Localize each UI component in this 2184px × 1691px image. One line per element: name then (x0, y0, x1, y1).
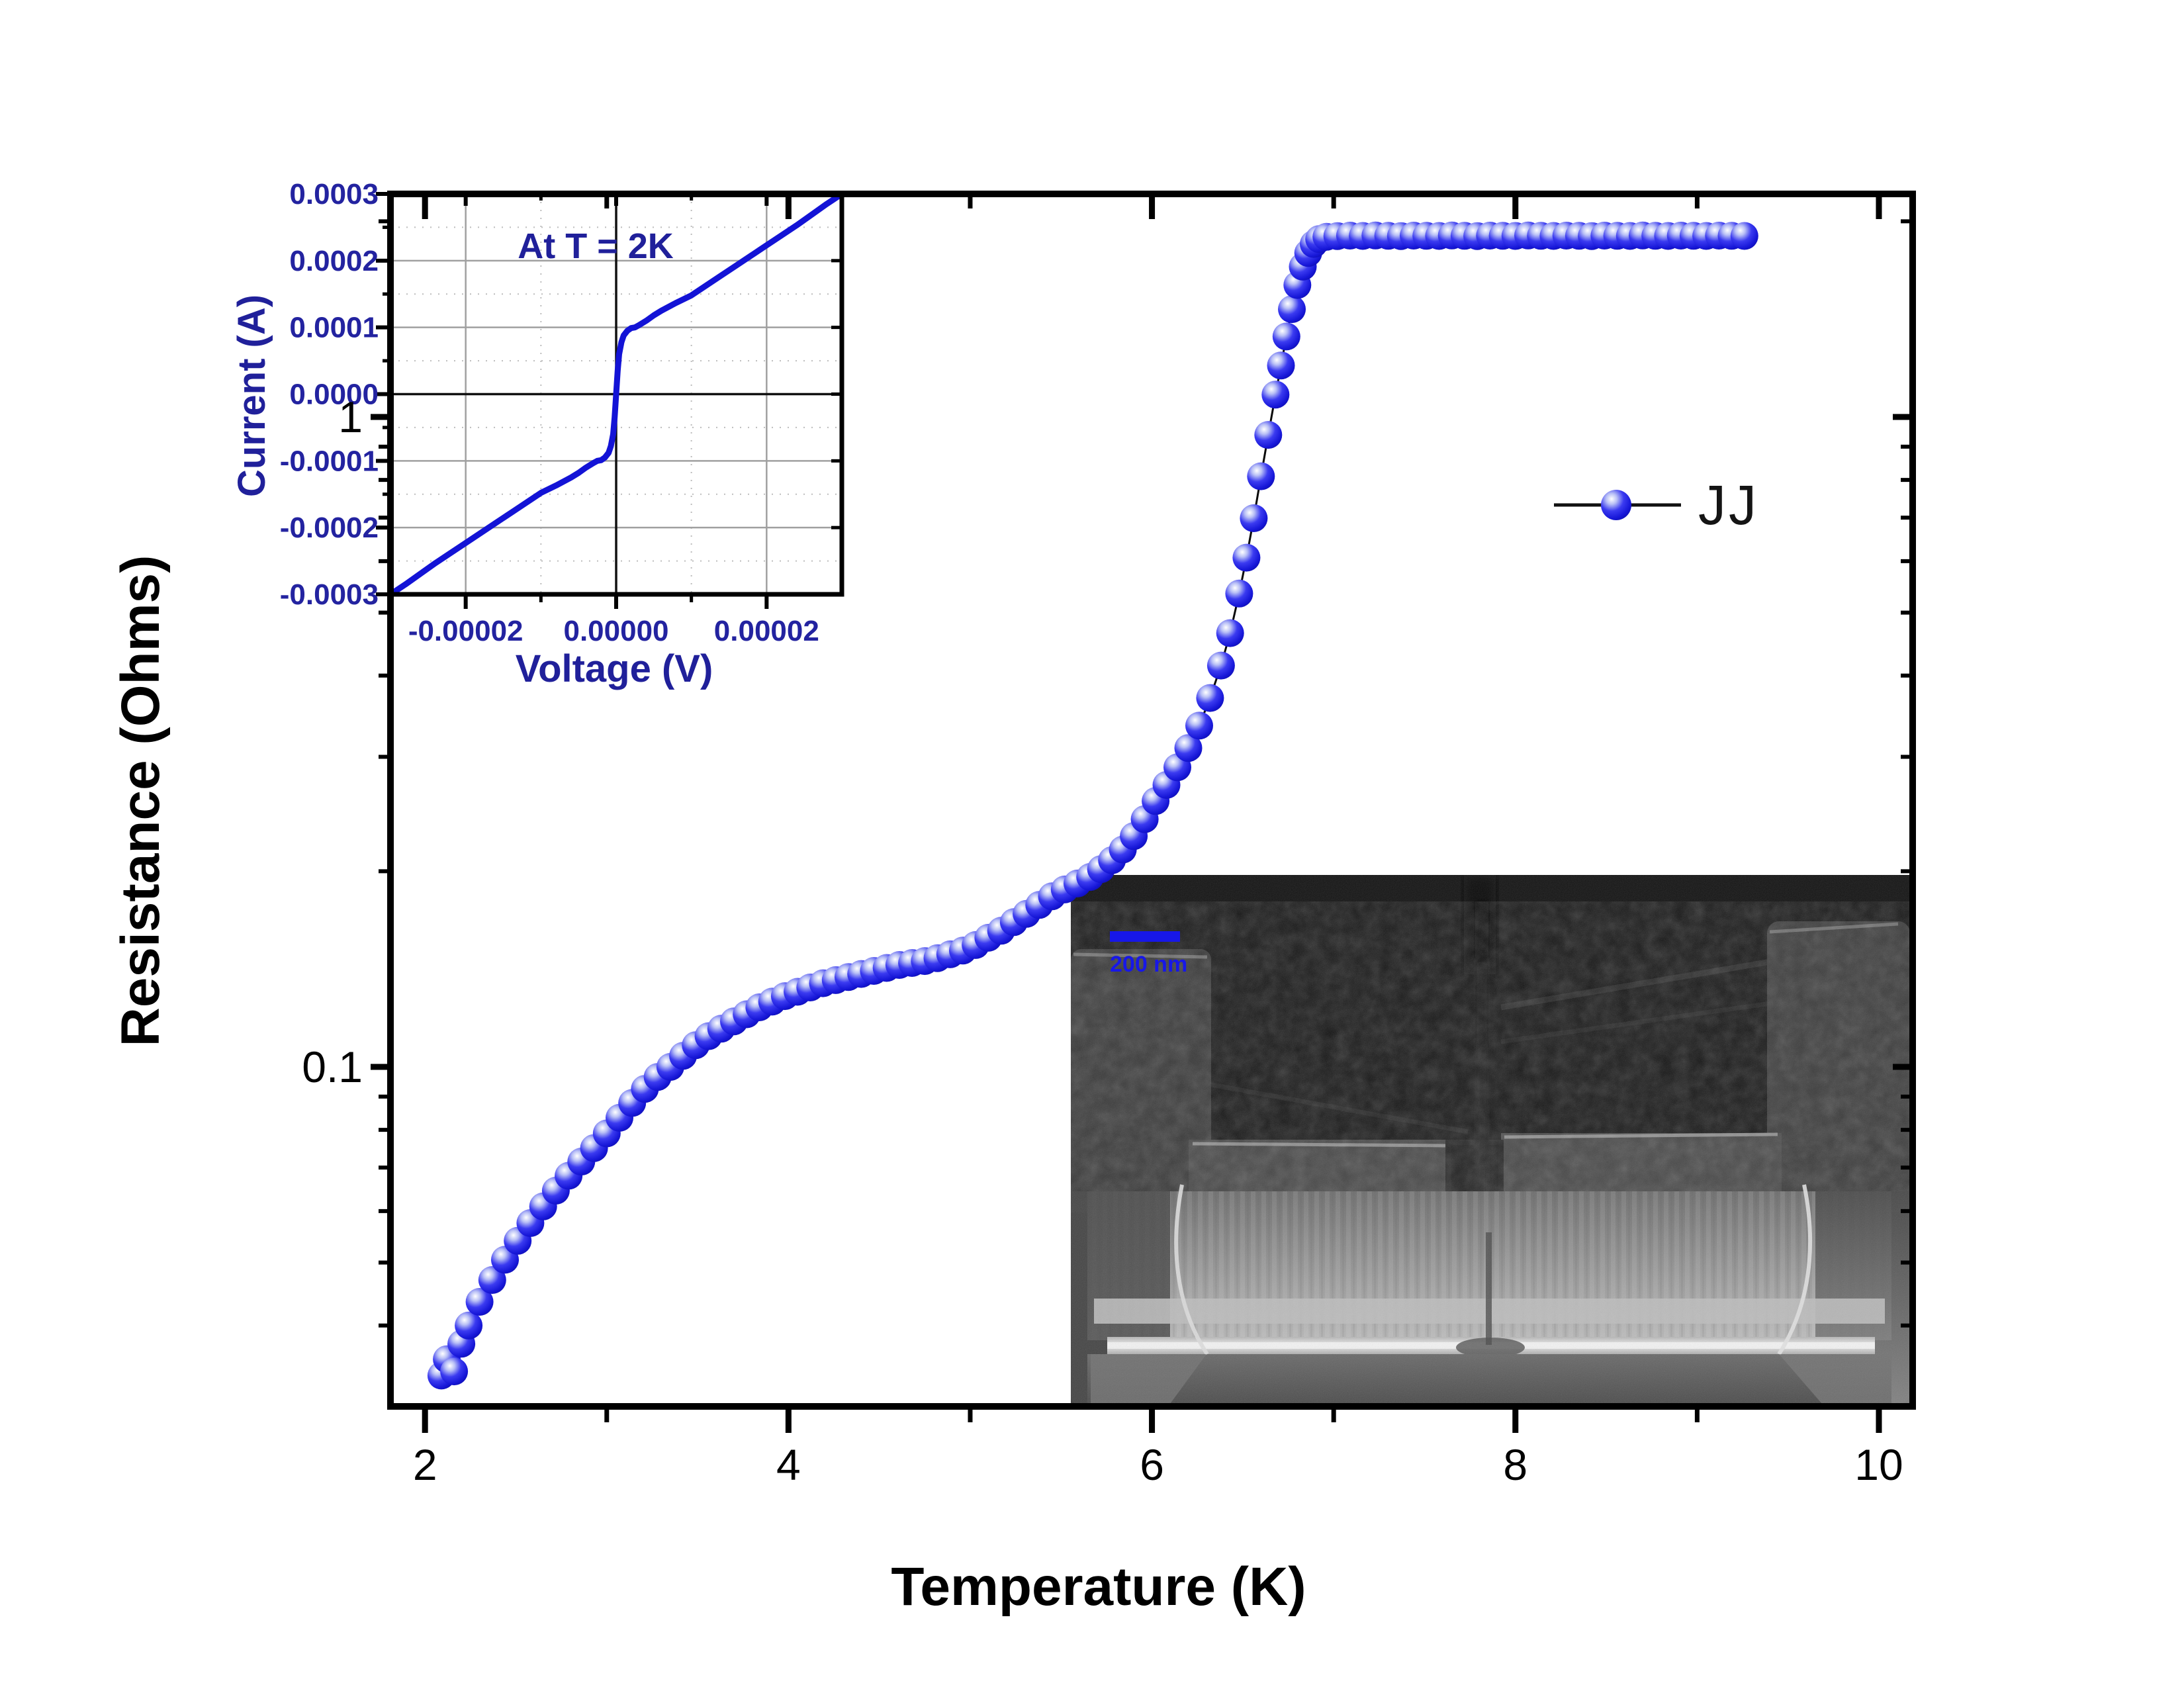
x-tick-label: 10 (1854, 1440, 1903, 1489)
inset-annotation: At T = 2K (518, 226, 674, 266)
data-point-sphere (1240, 504, 1268, 532)
main-axis-ticks (371, 194, 1913, 1433)
inset-y-tick-label: -0.0003 (280, 578, 379, 611)
x-tick-label: 4 (776, 1440, 801, 1489)
inset-y-tick-label: 0.0000 (289, 379, 379, 411)
x-tick-label: 2 (413, 1440, 437, 1489)
data-point-sphere (478, 1266, 506, 1294)
inset-y-axis-title: Current (A) (230, 295, 273, 497)
legend-label: JJ (1698, 474, 1759, 536)
iv-curve (390, 194, 842, 594)
inset-y-tick-label: 0.0002 (289, 245, 379, 277)
inset-x-tick-label: 0.00000 (563, 615, 668, 647)
inset-y-tick-label: 0.0003 (289, 178, 379, 210)
inset-y-tick-label: -0.0002 (280, 512, 379, 544)
x-tick-label: 6 (1140, 1440, 1164, 1489)
inset-y-tick-label: 0.0001 (289, 312, 379, 344)
inset-y-tick-label: -0.0001 (280, 445, 379, 477)
data-point-sphere (1278, 295, 1306, 324)
data-point-sphere (1174, 734, 1203, 762)
sem-scale-bar (1110, 931, 1180, 942)
data-point-sphere (440, 1357, 469, 1386)
data-point-sphere (1247, 462, 1275, 490)
data-point-sphere (1261, 381, 1290, 409)
data-point-sphere (455, 1311, 483, 1340)
data-point-sphere (1216, 619, 1244, 647)
inset-ticks (376, 192, 842, 609)
sem-scale-bar-label: 200 nm (1110, 952, 1187, 977)
x-tick-label: 8 (1503, 1440, 1527, 1489)
data-point-sphere (1196, 684, 1224, 712)
data-point-sphere (1254, 421, 1283, 449)
legend: JJ (1554, 474, 1759, 536)
y-tick-label: 0.1 (302, 1042, 363, 1091)
inset-x-tick-label: 0.00002 (714, 615, 819, 647)
legend-sphere-marker (1601, 490, 1631, 520)
sem-micrograph-inset: 200 nm (1071, 875, 1910, 1404)
data-point-sphere (465, 1288, 494, 1316)
inset-iv-plot: 0.0003 0.0002 0.0001 0.0000 -0.0001 -0.0002 -0… (230, 178, 844, 690)
data-point-sphere (1225, 579, 1253, 608)
data-point-sphere (1272, 322, 1300, 351)
data-point-sphere (1730, 222, 1758, 250)
inset-x-axis-title: Voltage (V) (516, 647, 713, 690)
rt-data-series (427, 221, 1758, 1390)
main-axis-tick-labels: 2 4 6 8 10 1 0.1 (302, 392, 1903, 1489)
y-axis-title: Resistance (Ohms) (111, 555, 171, 1047)
inset-x-tick-label: -0.00002 (408, 615, 523, 647)
rt-sphere-markers (427, 221, 1758, 1390)
data-point-sphere (1267, 351, 1295, 380)
x-axis-title: Temperature (K) (891, 1557, 1306, 1617)
data-point-sphere (1206, 651, 1235, 680)
data-point-sphere (1232, 543, 1261, 572)
inset-tick-labels: 0.0003 0.0002 0.0001 0.0000 -0.0001 -0.0002 -0… (280, 178, 819, 647)
y-tick-label: 1 (338, 392, 363, 441)
data-point-sphere (1185, 711, 1213, 740)
